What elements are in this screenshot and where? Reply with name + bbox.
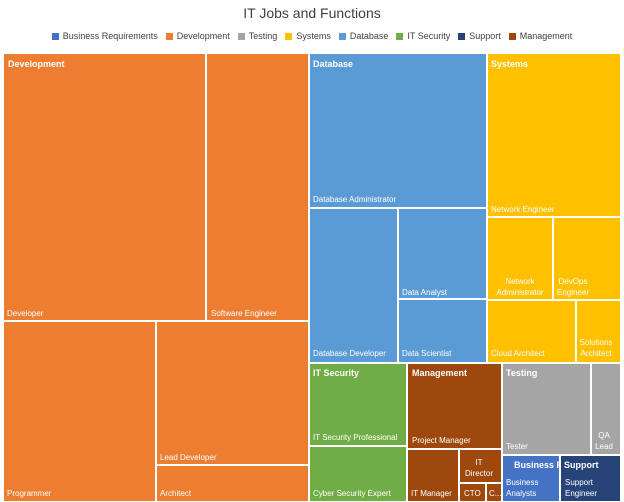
treemap-tile-cio[interactable] bbox=[487, 484, 501, 501]
treemap-tile-label: Architect bbox=[160, 489, 192, 498]
treemap-tile-label: Database Developer bbox=[313, 349, 386, 358]
treemap-tile-label: Cyber Security Expert bbox=[313, 489, 392, 498]
treemap-tile-cto[interactable] bbox=[460, 484, 485, 501]
treemap-group-support: Support Engineer Support bbox=[561, 456, 620, 501]
treemap-tile-label: Director bbox=[465, 469, 493, 478]
treemap-tile-network-engineer[interactable] bbox=[488, 54, 620, 216]
legend-swatch bbox=[165, 32, 173, 40]
legend-entry-database: Database bbox=[338, 31, 389, 41]
treemap-tile-support-engineer[interactable] bbox=[561, 456, 620, 501]
treemap-tile-it-manager[interactable] bbox=[408, 450, 458, 501]
treemap-tile-programmer[interactable] bbox=[4, 322, 155, 501]
legend: Business Requirements Development Testing S… bbox=[0, 31, 624, 41]
treemap-tile-label: Database Administrator bbox=[313, 195, 396, 204]
legend-swatch bbox=[396, 32, 404, 40]
legend-entry-testing: Testing bbox=[237, 31, 278, 41]
treemap-tile-label: IT bbox=[475, 458, 482, 467]
treemap-group-it-security: IT Security Professional Cyber Security E… bbox=[310, 364, 406, 501]
treemap-tile-label: QA bbox=[598, 431, 610, 440]
legend-swatch bbox=[285, 32, 293, 40]
legend-entry-systems: Systems bbox=[285, 31, 331, 41]
treemap-tile-data-analyst[interactable] bbox=[399, 209, 486, 298]
treemap-tile-it-security-professional[interactable] bbox=[310, 364, 406, 445]
treemap-tile-project-manager[interactable] bbox=[408, 364, 501, 448]
treemap-tile-label: Analysts bbox=[506, 489, 536, 498]
treemap-group-label: Management bbox=[412, 368, 467, 378]
treemap-tile-label: IT Security Professional bbox=[313, 433, 398, 442]
treemap-tile-lead-developer[interactable] bbox=[157, 322, 308, 464]
legend-entry-business-requirements: Business Requirements bbox=[51, 31, 158, 41]
treemap-group-label: Support bbox=[564, 460, 599, 470]
treemap-tile-label: Tester bbox=[506, 442, 528, 451]
treemap-tile-label: IT Manager bbox=[411, 489, 452, 498]
treemap-tile-label: Architect bbox=[580, 349, 612, 358]
treemap-tile-label: CTO bbox=[464, 489, 481, 498]
treemap-tile-label: Data Analyst bbox=[402, 288, 448, 297]
treemap-tile-database-developer[interactable] bbox=[310, 209, 397, 362]
treemap-tile-business-analysts[interactable] bbox=[503, 456, 559, 501]
legend-swatch bbox=[338, 32, 346, 40]
treemap-tile-label: Software Engineer bbox=[211, 309, 277, 318]
treemap-tile-label: DevOps bbox=[559, 277, 588, 286]
treemap-tile-cyber-security-expert[interactable] bbox=[310, 447, 406, 501]
legend-entry-management: Management bbox=[508, 31, 573, 41]
treemap-group-label: Database bbox=[313, 59, 353, 69]
treemap-tile-database-administrator[interactable] bbox=[310, 54, 486, 207]
treemap-group-label: Testing bbox=[506, 368, 537, 378]
treemap-tile-label: Programmer bbox=[7, 489, 52, 498]
treemap-group-label: IT Security bbox=[313, 368, 359, 378]
treemap-group-systems: Network Engineer Network Administrator DevO… bbox=[488, 54, 620, 362]
legend-entry-support: Support bbox=[458, 31, 501, 41]
legend-label: Development bbox=[176, 31, 230, 41]
treemap-tile-label: Cloud Architect bbox=[491, 349, 546, 358]
treemap-tile-label: Engineer bbox=[565, 489, 597, 498]
treemap-tile-label: Engineer bbox=[557, 288, 589, 297]
legend-entry-development: Development bbox=[165, 31, 230, 41]
legend-label: Systems bbox=[296, 31, 331, 41]
legend-label: Testing bbox=[248, 31, 278, 41]
treemap-group-development: Developer Software Engineer Programmer Lead… bbox=[4, 54, 308, 501]
treemap-tile-network-administrator[interactable] bbox=[488, 218, 552, 299]
legend-swatch bbox=[508, 32, 516, 40]
treemap-group-database: Database Administrator Database Developer… bbox=[310, 54, 486, 362]
treemap-tile-tester[interactable] bbox=[503, 364, 590, 454]
treemap-tile-software-engineer[interactable] bbox=[207, 54, 308, 320]
treemap-tile-solutions-architect[interactable] bbox=[577, 301, 620, 362]
treemap-tile-label: Project Manager bbox=[412, 436, 471, 445]
treemap-tile-label: Lead Developer bbox=[160, 453, 217, 462]
legend-label: Support bbox=[469, 31, 501, 41]
treemap-tile-label: Network Engineer bbox=[491, 205, 555, 214]
treemap-group-label: Development bbox=[8, 59, 65, 69]
treemap-tile-label: C... bbox=[489, 489, 501, 498]
legend-label: Management bbox=[519, 31, 573, 41]
treemap-tile-label: Lead bbox=[595, 442, 613, 451]
treemap-tile-architect[interactable] bbox=[157, 466, 308, 501]
treemap-tile-cloud-architect[interactable] bbox=[488, 301, 575, 362]
treemap-group-management: Project Manager IT Manager IT Director CTO C.… bbox=[408, 364, 501, 501]
treemap-tile-devops-engineer[interactable] bbox=[554, 218, 620, 299]
legend-entry-it-security: IT Security bbox=[396, 31, 450, 41]
treemap-tile-label: Support bbox=[565, 478, 594, 487]
treemap-tile-data-scientist[interactable] bbox=[399, 300, 486, 362]
treemap-tile-qa-lead[interactable] bbox=[592, 364, 620, 454]
treemap-group-testing: Tester QA Lead Testing bbox=[503, 364, 620, 454]
legend-swatch bbox=[237, 32, 245, 40]
treemap-tile-it-director[interactable] bbox=[460, 450, 501, 482]
legend-label: Business Requirements bbox=[62, 31, 158, 41]
legend-swatch bbox=[51, 32, 59, 40]
treemap-tile-developer[interactable] bbox=[4, 54, 205, 320]
treemap-group-label: Systems bbox=[491, 59, 528, 69]
treemap-tile-label: Developer bbox=[7, 309, 44, 318]
treemap-tile-label: Administrator bbox=[496, 288, 543, 297]
treemap-tile-label: Business bbox=[506, 478, 538, 487]
legend-label: Database bbox=[349, 31, 389, 41]
treemap-tile-label: Solutions bbox=[580, 338, 613, 347]
chart-title: IT Jobs and Functions bbox=[243, 5, 381, 21]
legend-swatch bbox=[458, 32, 466, 40]
treemap-tile-label: Network bbox=[505, 277, 535, 286]
legend-label: IT Security bbox=[407, 31, 451, 41]
treemap-tile-label: Data Scientist bbox=[402, 349, 452, 358]
